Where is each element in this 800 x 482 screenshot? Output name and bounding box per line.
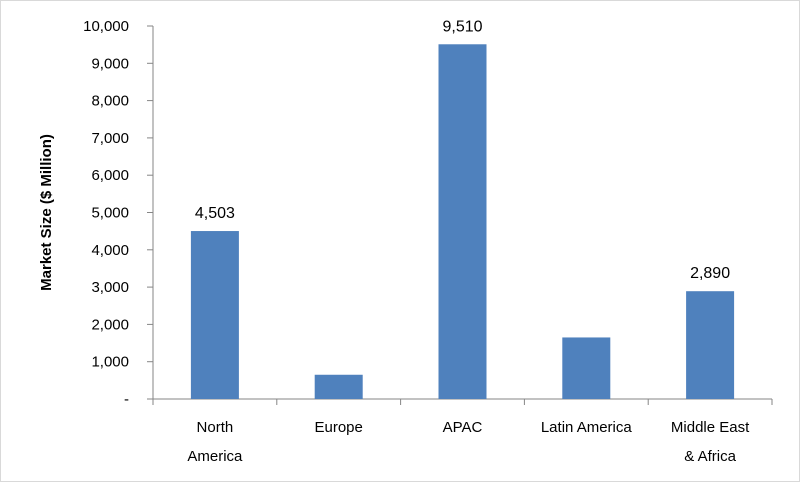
y-axis-title: Market Size ($ Million) bbox=[38, 134, 55, 291]
y-axis-ticks: - 1,000 2,000 3,000 4,000 5,000 6,000 7,000 8,00… bbox=[83, 18, 153, 408]
bar bbox=[190, 231, 239, 399]
y-tick-label: 3,000 bbox=[91, 279, 129, 296]
bar-data-label: 9,510 bbox=[442, 18, 482, 35]
bar-series bbox=[190, 44, 735, 399]
y-tick-label: 10,000 bbox=[83, 18, 129, 35]
y-tick-label: 2,000 bbox=[91, 316, 129, 333]
y-tick-label: 4,000 bbox=[91, 242, 129, 259]
bar bbox=[438, 44, 487, 399]
x-category-label: North America bbox=[187, 419, 243, 465]
x-category-label: Europe bbox=[315, 419, 363, 436]
data-labels: 4,503 9,510 2,890 bbox=[195, 18, 730, 282]
y-tick-label: 1,000 bbox=[91, 354, 129, 371]
bar bbox=[562, 337, 611, 399]
x-axis-labels: North America Europe APAC Latin America Middl… bbox=[187, 419, 750, 465]
y-tick-label: 5,000 bbox=[91, 205, 129, 222]
bar-data-label: 2,890 bbox=[690, 265, 730, 282]
x-category-label: Middle East & Africa bbox=[671, 419, 750, 465]
y-tick-label: 6,000 bbox=[91, 167, 129, 184]
bar-data-label: 4,503 bbox=[195, 205, 235, 222]
y-tick-label: - bbox=[124, 391, 129, 408]
bar bbox=[314, 374, 363, 399]
x-category-label: APAC bbox=[443, 419, 483, 436]
y-tick-label: 7,000 bbox=[91, 130, 129, 147]
y-tick-label: 8,000 bbox=[91, 93, 129, 110]
x-category-label: Latin America bbox=[541, 419, 633, 436]
y-tick-label: 9,000 bbox=[91, 55, 129, 72]
bar bbox=[686, 291, 735, 399]
